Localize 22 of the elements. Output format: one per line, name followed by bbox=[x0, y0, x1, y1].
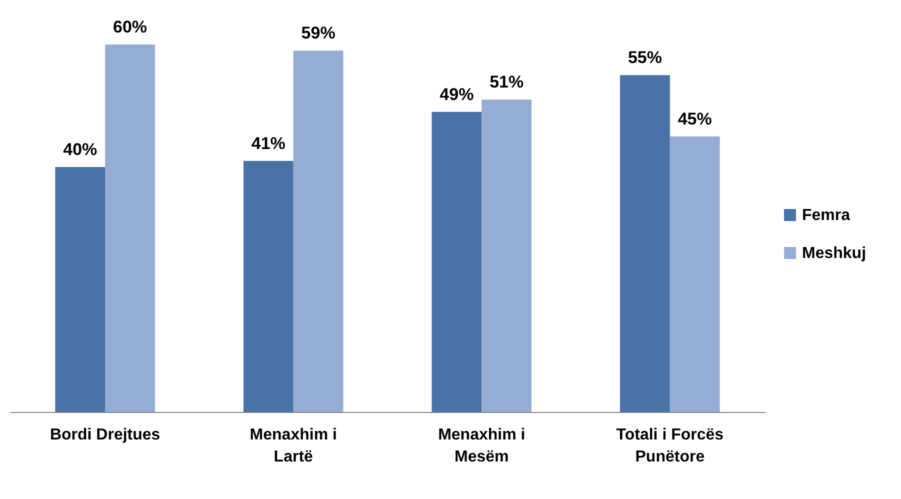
legend-label: Femra bbox=[802, 207, 850, 224]
x-tick-label: Menaxhim i Mesëm bbox=[438, 426, 526, 466]
bar bbox=[293, 50, 344, 412]
bar bbox=[55, 167, 106, 412]
bar bbox=[670, 136, 720, 412]
data-label: 41% bbox=[251, 134, 286, 153]
bar bbox=[105, 44, 155, 412]
x-tick-label: Menaxhim i Lartë bbox=[250, 426, 337, 466]
bar bbox=[243, 160, 294, 412]
data-label: 59% bbox=[301, 24, 336, 43]
data-label: 51% bbox=[490, 72, 524, 92]
data-label: 45% bbox=[678, 109, 712, 128]
x-tick-label: Totali i Forcës Punëtore bbox=[616, 426, 724, 466]
data-label: 55% bbox=[628, 48, 662, 68]
bar bbox=[432, 112, 482, 412]
legend-label: Meshkuj bbox=[802, 245, 866, 262]
bar bbox=[620, 75, 670, 412]
data-label: 40% bbox=[63, 140, 98, 160]
data-label: 60% bbox=[113, 18, 148, 37]
bar bbox=[482, 100, 532, 412]
data-label: 49% bbox=[440, 84, 474, 104]
x-tick-label: Bordi Drejtues bbox=[50, 426, 160, 444]
